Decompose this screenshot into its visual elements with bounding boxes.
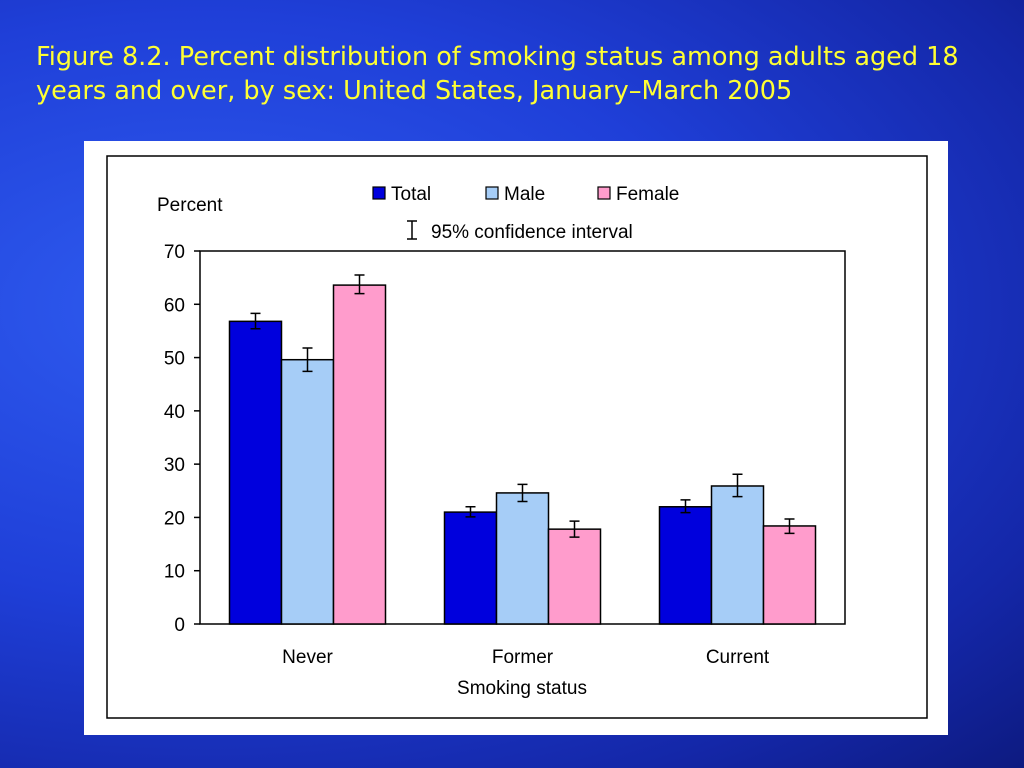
error-bar-female-never [354,274,365,295]
legend-label-male: Male [504,184,545,205]
legend-label-female: Female [616,184,679,205]
error-bars [250,274,795,538]
bar-female-former [547,528,602,625]
legend: Total Male Female [372,184,679,205]
y-axis-title: Percent [157,195,223,216]
y-tick-label: 70 [164,242,185,263]
x-axis-title: Smoking status [457,678,587,699]
bars [228,284,817,625]
error-bar-total-never [250,312,261,330]
y-tick-label: 20 [164,508,185,529]
y-tick-label: 30 [164,455,185,476]
bar-chart: Percent Smoking status Total Male Female 9… [106,155,928,719]
ci-legend-label: 95% confidence interval [431,222,633,243]
error-bar-female-current [784,518,795,535]
error-bar-male-never [302,347,313,373]
x-tick-label-former: Former [492,647,554,668]
y-tick-label: 0 [174,615,185,636]
ci-legend: 95% confidence interval [407,220,633,243]
ci-legend-icon [407,220,417,240]
bar-female-current [762,525,817,625]
y-tick-label: 50 [164,349,185,370]
error-bar-total-former [465,506,476,518]
error-bar-female-former [569,520,580,538]
legend-label-total: Total [391,184,431,205]
error-bar-total-current [680,499,691,514]
error-bar-male-current [732,473,743,498]
y-axis: 0 10 20 30 40 50 60 70 [164,242,200,636]
x-axis: Never Former Current [282,647,770,668]
slide-title: Figure 8.2. Percent distribution of smok… [36,42,959,106]
y-tick-label: 40 [164,402,185,423]
bar-total-former [443,511,498,625]
legend-swatch-male [485,186,499,200]
chart-panel: Percent Smoking status Total Male Female 9… [84,141,948,735]
x-tick-label-current: Current [706,647,770,668]
bar-female-never [332,284,387,625]
bar-total-current [658,506,713,625]
bar-male-former [495,492,550,625]
y-tick-label: 60 [164,295,185,316]
y-tick-label: 10 [164,562,185,583]
legend-swatch-total [372,186,386,200]
legend-swatch-female [597,186,611,200]
bar-total-never [228,320,283,625]
x-tick-label-never: Never [282,647,333,668]
error-bar-male-former [517,483,528,503]
bar-male-current [710,485,765,625]
bar-male-never [280,358,335,625]
